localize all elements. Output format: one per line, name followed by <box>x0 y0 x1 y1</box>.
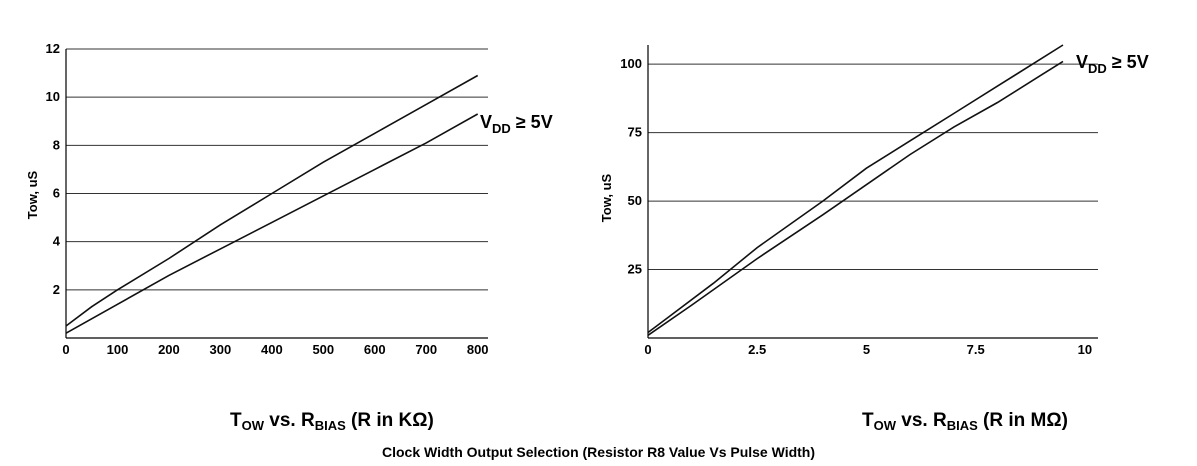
left-vdd-annotation: VDD ≥ 5V <box>480 112 553 136</box>
right-x-tick-label: 2.5 <box>748 342 766 357</box>
left-x-tick-label: 100 <box>107 342 129 357</box>
right-y-tick-label: 100 <box>620 56 642 71</box>
left-x-tick-label: 600 <box>364 342 386 357</box>
left-title-sub: OW <box>241 418 264 433</box>
left-title-mid: vs. R <box>264 410 315 431</box>
right-series-line-2 <box>647 60 1064 336</box>
left-y-axis-label: Tow, uS <box>25 170 40 219</box>
right-title-sub: OW <box>873 418 896 433</box>
left-x-tick-label: 200 <box>158 342 180 357</box>
right-x-tick-label: 5 <box>863 342 870 357</box>
right-vdd-annotation: VDD ≥ 5V <box>1076 52 1149 76</box>
left-title-t: T <box>230 410 242 431</box>
figure-caption: Clock Width Output Selection (Resistor R… <box>381 444 816 460</box>
left-y-tick-label: 12 <box>46 41 60 56</box>
right-y-tick-label: 75 <box>628 125 642 140</box>
left-y-tick-label: 10 <box>46 89 60 104</box>
left-x-tick-label: 300 <box>210 342 232 357</box>
left-x-tick-label: 0 <box>62 342 69 357</box>
left-y-tick-label: 4 <box>53 234 61 249</box>
left-x-tick-label: 800 <box>467 342 489 357</box>
right-x-tick-label: 7.5 <box>967 342 985 357</box>
left-title-sub2: BIAS <box>314 418 346 433</box>
right-chart-title: TOW vs. RBIAS (R in MΩ) <box>862 410 1068 433</box>
left-y-tick-label: 2 <box>53 282 60 297</box>
left-chart-title: TOW vs. RBIAS (R in KΩ) <box>230 410 434 433</box>
right-x-tick-label: 0 <box>644 342 651 357</box>
right-series-line-1 <box>647 44 1064 334</box>
right-y-tick-label: 50 <box>628 193 642 208</box>
left-series-line-2 <box>65 113 479 334</box>
right-title-mid: vs. R <box>896 410 947 431</box>
left-y-tick-label: 8 <box>53 137 60 152</box>
left-x-tick-label: 700 <box>415 342 437 357</box>
left-series-line-1 <box>65 74 479 327</box>
left-x-tick-label: 400 <box>261 342 283 357</box>
left-x-tick-label: 500 <box>312 342 334 357</box>
right-x-tick-label: 10 <box>1078 342 1092 357</box>
left-title-end: (R in KΩ) <box>345 410 434 431</box>
right-y-tick-label: 25 <box>628 262 642 277</box>
right-title-t: T <box>862 410 874 431</box>
right-title-sub2: BIAS <box>946 418 978 433</box>
left-y-tick-label: 6 <box>53 186 60 201</box>
right-y-axis-label: Tow, uS <box>599 173 614 222</box>
right-title-end: (R in MΩ) <box>977 410 1068 431</box>
